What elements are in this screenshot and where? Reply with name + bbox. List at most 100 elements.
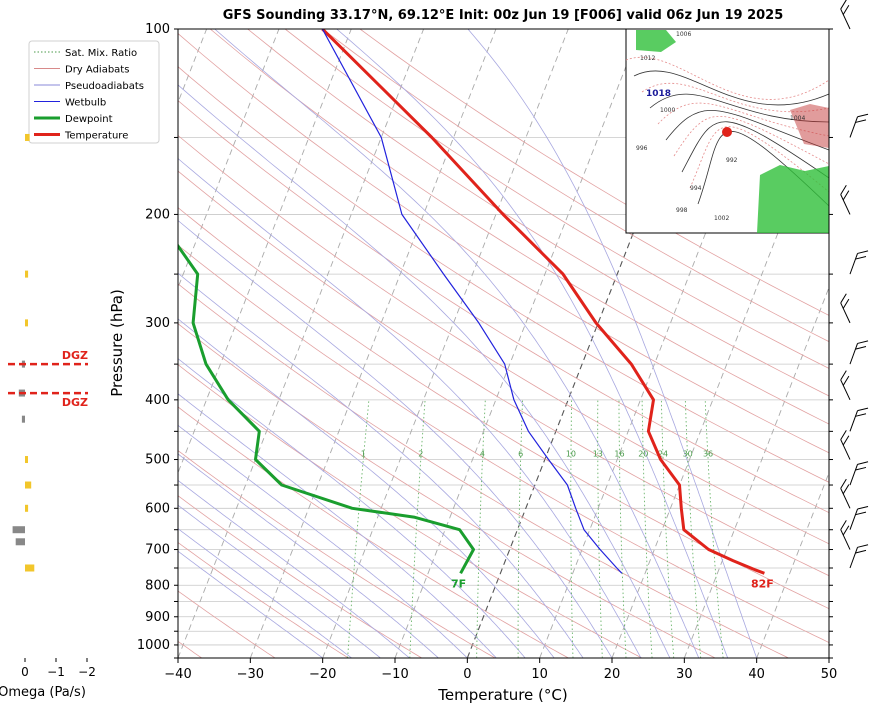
dry-adiabat [178, 66, 829, 483]
x-tick-label: −10 [381, 667, 408, 682]
map-contour-label: 1006 [676, 31, 691, 38]
omega-panel: 0 −1 −2 DGZ DGZ [8, 133, 96, 679]
mixing-ratio-line [517, 399, 524, 658]
wind-barb-flag [855, 511, 867, 516]
y-tick-label: 700 [145, 543, 170, 558]
wind-barb-flag [840, 370, 847, 381]
map-contour [673, 115, 830, 165]
surface-dewpoint-label: 7F [451, 577, 466, 590]
y-tick-label: 500 [145, 453, 170, 468]
dry-adiabat [178, 323, 716, 658]
map-contour-label: 1000 [660, 107, 675, 114]
wind-barb-flag [842, 375, 850, 386]
legend-label: Sat. Mix. Ratio [65, 48, 137, 59]
map-precip [757, 165, 829, 233]
pseudoadiabat [178, 358, 526, 658]
wind-barb-staff [849, 116, 858, 138]
mixing-ratio-line [684, 399, 702, 658]
wind-barb [840, 293, 851, 324]
map-contour-label: 1018 [646, 89, 671, 99]
legend-label: Wetbulb [65, 98, 106, 109]
pseudoadiabat [178, 550, 323, 658]
x-axis-ticks: −40 −30 −20 −10 0 10 20 30 40 50 [164, 658, 837, 682]
wind-barb [849, 340, 869, 365]
mixing-ratio-label: 24 [658, 450, 668, 459]
pseudoadiabat [467, 29, 758, 658]
legend-label: Temperature [64, 131, 128, 142]
x-axis-label: Temperature (°C) [437, 686, 567, 704]
wind-barb [840, 184, 851, 215]
map-inset: 1018 1006 1012 1000 996 992 994 998 1002 1004 [625, 28, 830, 234]
mixing-ratio-line [618, 399, 627, 658]
wind-barb-staff [849, 253, 858, 275]
wind-barb-flag [857, 340, 869, 344]
wind-barb-staff [840, 488, 851, 509]
wind-barb [840, 430, 851, 460]
pseudoadiabat [336, 29, 729, 658]
wind-barb [840, 370, 851, 401]
y-tick-label: 300 [145, 316, 170, 331]
wind-barb [849, 407, 869, 432]
isotherm-line [756, 471, 829, 658]
map-contour [689, 126, 830, 193]
map-contour-label: 1012 [640, 55, 655, 62]
series-wetbulb [321, 29, 623, 574]
wind-barb-staff [849, 343, 858, 365]
legend-label: Dry Adiabats [65, 65, 129, 76]
wind-barb-staff [849, 508, 858, 530]
isotherm-line [394, 29, 642, 658]
y-axis-ticks: 100 200 300 400 500 600 700 800 900 1000 [137, 22, 833, 659]
wind-barb-flag [857, 461, 869, 465]
wind-barb-flag [840, 520, 847, 530]
series-temperature [321, 29, 765, 575]
wind-barb [840, 478, 851, 509]
wind-barb [849, 113, 869, 138]
wind-barb-staff [840, 379, 851, 401]
map-contour [633, 70, 830, 106]
x-tick-label: 20 [604, 667, 621, 682]
y-axis-label: Pressure (hPa) [108, 289, 126, 397]
wind-barb-staff [840, 194, 851, 215]
legend: Sat. Mix. Ratio Dry Adiabats Pseudoadiabat… [28, 40, 160, 144]
x-tick-label: 10 [531, 667, 548, 682]
dry-adiabat [178, 244, 829, 644]
dgz-label: DGZ [62, 349, 88, 362]
dgz-label: DGZ [62, 396, 88, 409]
mixing-ratio-label: 13 [593, 450, 603, 459]
pseudoadiabat [178, 219, 613, 658]
omega-bar [25, 481, 32, 489]
omega-bar [15, 538, 25, 546]
plot-frame [177, 28, 830, 659]
wind-barb-flag [855, 549, 867, 554]
wind-barb [849, 461, 869, 486]
y-tick-label: 200 [145, 207, 170, 222]
y-tick-label: 400 [145, 393, 170, 408]
wind-barb-flag [855, 413, 867, 417]
map-contour-label: 992 [726, 157, 738, 164]
wind-barb-flag [840, 293, 847, 304]
pseudoadiabat [178, 393, 497, 658]
y-tick-label: 800 [145, 578, 170, 593]
wind-barb-staff [849, 410, 858, 432]
mixing-ratio-line [660, 399, 675, 658]
wind-barb [849, 505, 869, 530]
y-tick-label: 100 [145, 22, 170, 37]
x-tick-label: 30 [676, 667, 693, 682]
wind-barb-flag [857, 407, 869, 412]
wind-barb-staff [849, 547, 858, 569]
wind-barb-flag [840, 184, 847, 195]
mixing-ratio-label: 4 [480, 450, 485, 459]
mixing-ratio-line [476, 399, 486, 658]
omega-tick-label: −2 [78, 665, 96, 679]
mixing-ratio-label: 20 [638, 450, 648, 459]
isotherm-line [828, 656, 829, 658]
omega-bar [25, 133, 30, 141]
dry-adiabat [178, 33, 829, 454]
mixing-ratio-line [409, 399, 426, 658]
wind-barb-flag [842, 190, 850, 201]
omega-axis-label: Omega (Pa/s) [0, 685, 86, 700]
wind-barb [840, 0, 851, 30]
wind-barb-flag [842, 435, 850, 446]
x-tick-label: −20 [309, 667, 336, 682]
